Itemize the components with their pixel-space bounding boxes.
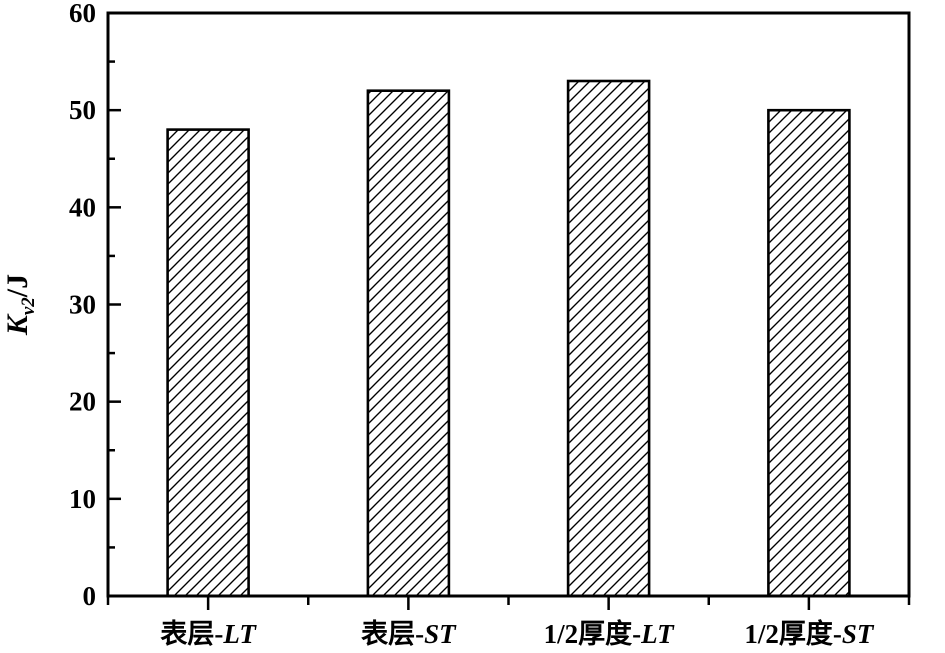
x-category-label-italic: ST [424,619,457,649]
y-tick-label: 30 [69,290,96,320]
x-category-label-roman: 1/2厚度- [744,618,842,649]
y-axis-title: Kv2/J [1,274,39,336]
y-tick-label: 0 [83,581,97,611]
x-category-label: 表层-ST [361,619,457,649]
bar-4 [767,108,851,598]
x-category-label: 1/2厚度-ST [744,618,875,649]
x-category-label-roman: 表层- [361,619,424,649]
y-axis-title-symbol: K [1,313,34,336]
x-category-label-italic: ST [842,619,875,649]
x-category-label-italic: LT [640,619,675,649]
y-axis-title-unit: /J [1,274,34,298]
x-category-label: 表层-LT [160,619,257,649]
bar-1 [166,128,250,598]
y-tick-label: 60 [69,0,96,28]
y-tick-label: 50 [69,95,96,125]
y-tick-label: 40 [69,192,96,222]
x-category-label-roman: 表层- [160,619,223,649]
x-category-label-roman: 1/2厚度- [544,618,642,649]
y-axis-title-subscript: v2 [18,297,39,315]
x-category-label-italic: LT [222,619,257,649]
x-category-label: 1/2厚度-LT [544,618,676,649]
bar-3 [566,79,651,598]
y-tick-label: 20 [69,387,96,417]
bar-2 [366,89,451,598]
y-tick-label: 10 [69,484,96,514]
